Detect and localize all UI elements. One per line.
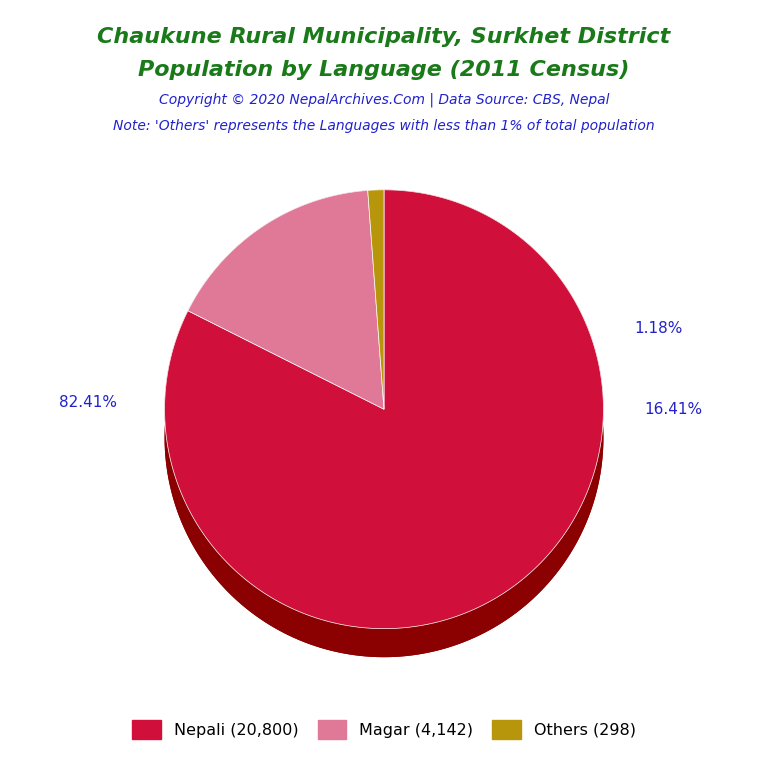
Polygon shape: [188, 190, 384, 409]
Polygon shape: [368, 190, 384, 219]
Text: Note: 'Others' represents the Languages with less than 1% of total population: Note: 'Others' represents the Languages …: [113, 119, 655, 133]
Legend: Nepali (20,800), Magar (4,142), Others (298): Nepali (20,800), Magar (4,142), Others (…: [126, 713, 642, 746]
Text: Population by Language (2011 Census): Population by Language (2011 Census): [138, 60, 630, 80]
Polygon shape: [188, 190, 368, 339]
Polygon shape: [164, 190, 604, 657]
Text: 16.41%: 16.41%: [644, 402, 703, 417]
Text: Copyright © 2020 NepalArchives.Com | Data Source: CBS, Nepal: Copyright © 2020 NepalArchives.Com | Dat…: [159, 92, 609, 107]
Polygon shape: [368, 190, 384, 409]
Polygon shape: [164, 190, 604, 629]
Text: Chaukune Rural Municipality, Surkhet District: Chaukune Rural Municipality, Surkhet Dis…: [98, 27, 670, 47]
Polygon shape: [368, 218, 384, 438]
Polygon shape: [188, 219, 384, 438]
Text: 82.41%: 82.41%: [59, 396, 117, 410]
Text: 1.18%: 1.18%: [634, 320, 683, 336]
Polygon shape: [164, 218, 604, 657]
